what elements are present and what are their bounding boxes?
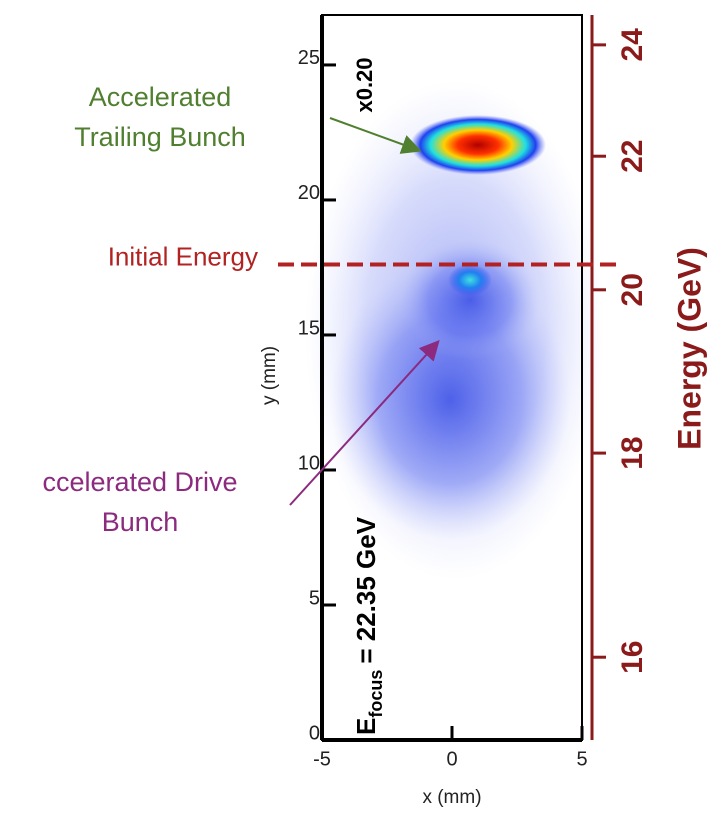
annotation-text: Trailing Bunch (74, 122, 246, 152)
y-tick-label: 25 (298, 47, 320, 69)
y-tick-label: 20 (298, 182, 320, 204)
y2-tick-label: 16 (616, 641, 649, 674)
y-axis-label: y (mm) (259, 346, 280, 405)
focus-subscript: focus (366, 670, 386, 718)
focus-symbol: E (351, 718, 381, 735)
y2-tick-label: 18 (616, 436, 649, 469)
annotation-arrow (289, 340, 440, 506)
y2-tick-label: 22 (616, 140, 649, 173)
annotation-text: Bunch (102, 507, 179, 537)
x-axis-label: x (mm) (422, 787, 481, 808)
x-tick-label: -5 (313, 748, 331, 770)
beam-image (305, 80, 605, 580)
annotation-text: ccelerated Drive (42, 467, 237, 497)
y2-tick-label: 24 (616, 28, 649, 62)
initial-energy-label: Initial Energy (108, 241, 258, 271)
y2-axis-label: Energy (GeV) (671, 247, 707, 450)
focus-label: Efocus = 22.35 GeV (351, 516, 386, 735)
y-tick-label: 5 (309, 587, 320, 609)
y2-tick-label: 20 (616, 273, 649, 306)
focus-text: = 22.35 GeV (351, 516, 381, 663)
scale-note: x0.20 (352, 57, 377, 112)
y-tick-label: 15 (298, 317, 320, 339)
y-tick-label: 0 (309, 722, 320, 744)
annotation-arrow (329, 117, 422, 154)
y-tick-label: 10 (298, 452, 320, 474)
x-tick-label: 0 (446, 748, 457, 770)
annotation-text: Accelerated (89, 82, 232, 112)
x-tick-label: 5 (576, 748, 587, 770)
